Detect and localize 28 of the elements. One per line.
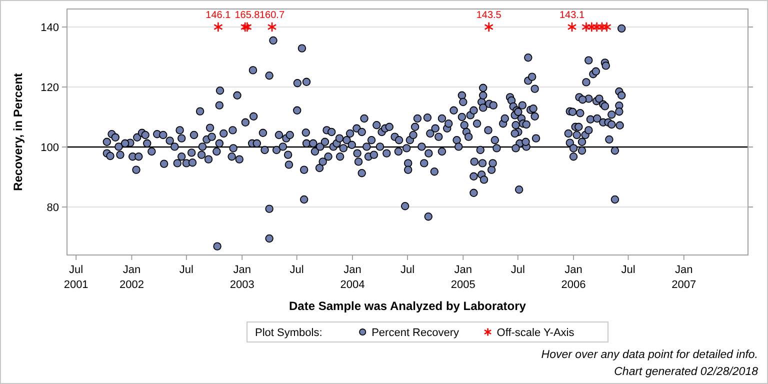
y-axis-title: Recovery, in Percent — [11, 73, 25, 191]
annotation: 143.1 — [559, 10, 585, 21]
y-tick-label: 100 — [40, 142, 59, 154]
x-tick-label: Jan 2005 — [450, 264, 476, 291]
x-tick-label: Jul 2001 — [64, 264, 88, 291]
x-tick-label: Jul — [621, 264, 636, 276]
x-tick-label: Jul — [179, 264, 194, 276]
x-tick-label: Jul — [290, 264, 304, 276]
y-tick-label: 120 — [40, 82, 59, 94]
x-tick-label: Jan 2006 — [561, 264, 586, 291]
x-tick-label: Jul — [400, 264, 415, 276]
annotation: 165.8 — [234, 10, 260, 21]
x-tick-label: Jul — [510, 264, 525, 276]
text: Chart generated 02/28/2018 — [614, 366, 759, 378]
legend-label: Percent Recovery — [372, 327, 460, 339]
x-tick-label: Jan 2007 — [672, 264, 696, 291]
x-tick-label: Jan 2003 — [230, 264, 254, 291]
text: Hover over any data point for detailed info. — [541, 349, 758, 361]
x-tick-label: Jan 2004 — [340, 264, 365, 291]
legend-title: Plot Symbols: — [255, 327, 322, 339]
annotation: 146.1 — [206, 10, 232, 21]
annotation: 143.5 — [476, 10, 502, 21]
y-tick-label: 80 — [46, 202, 59, 214]
y-tick-label: 140 — [40, 22, 59, 34]
annotation: 160.7 — [260, 10, 285, 21]
x-tick-label: Jan 2002 — [119, 264, 144, 291]
legend-label: Off-scale Y-Axis — [496, 327, 575, 339]
x-axis-title: Date Sample was Analyzed by Laboratory — [289, 299, 526, 313]
